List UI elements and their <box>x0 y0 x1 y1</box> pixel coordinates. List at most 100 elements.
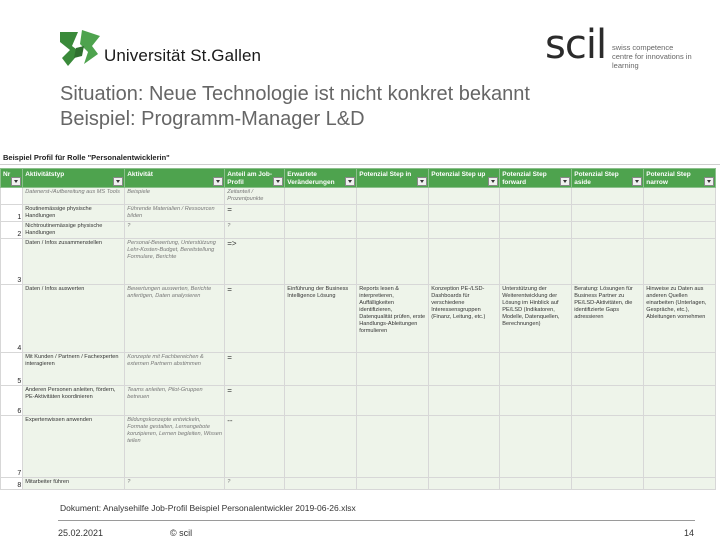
table-cell <box>356 221 430 239</box>
table-cell <box>571 187 645 205</box>
table-cell: = <box>224 284 286 353</box>
table-cell <box>284 238 358 285</box>
table-cell <box>356 187 430 205</box>
scil-tagline: swiss competence centre for innovations … <box>612 43 692 70</box>
table-row: 8 Mitarbeiter führen ? ? <box>0 477 717 490</box>
slide-title: Situation: Neue Technologie ist nicht ko… <box>60 82 530 132</box>
table-cell <box>428 221 501 239</box>
table-row: 6 Anderen Personen anleiten, fördern, PE… <box>0 385 717 416</box>
table-cell: ? <box>224 221 286 239</box>
table-row: Datenerst-/Aufbereitung aus MS Tools Bei… <box>0 187 717 205</box>
table-cell: Einführung der Business Intelligence Lös… <box>284 284 358 353</box>
table-cell <box>643 385 717 416</box>
job-profile-table: Nr Aktivitätstyp Aktivität Anteil am Job… <box>0 168 717 490</box>
table-cell <box>428 477 501 490</box>
university-name: Universität St.Gallen <box>104 46 262 65</box>
table-cell: ? <box>124 221 226 239</box>
table-cell <box>643 415 717 478</box>
column-header: Anteil am Job-Profil <box>224 168 286 188</box>
table-cell: Daten / Infos zusammenstellen <box>22 238 126 285</box>
table-cell: Beispiele <box>124 187 226 205</box>
filter-dropdown-icon[interactable] <box>488 177 499 186</box>
table-cell <box>571 221 645 239</box>
table-cell <box>356 385 430 416</box>
table-cell: Konzeption PE-/LSD-Dashboards für versch… <box>428 284 501 353</box>
table-cell: = <box>224 385 286 416</box>
column-header: Potenzial Step aside <box>571 168 645 188</box>
table-cell <box>284 187 358 205</box>
table-row: 7 Expertenwissen anwenden Bildungskonzep… <box>0 415 717 478</box>
table-cell <box>643 238 717 285</box>
table-cell: Nichtroutinemässige physische Handlungen <box>22 221 126 239</box>
column-header: Aktivität <box>124 168 226 188</box>
table-cell <box>571 477 645 490</box>
table-cell <box>643 477 717 490</box>
footer-date: 25.02.2021 <box>58 528 104 538</box>
page-number: 14 <box>684 528 695 538</box>
filter-dropdown-icon[interactable] <box>213 177 224 186</box>
table-cell: Beratung: Lösungen für Business Partner … <box>571 284 645 353</box>
column-header: Aktivitätstyp <box>22 168 126 188</box>
table-row: 2 Nichtroutinemässige physische Handlung… <box>0 221 717 239</box>
table-row: 3 Daten / Infos zusammenstellen Personal… <box>0 238 717 285</box>
table-cell: Datenerst-/Aufbereitung aus MS Tools <box>22 187 126 205</box>
table-cell: Reports lesen & interpretieren, Auffälli… <box>356 284 430 353</box>
table-cell <box>571 238 645 285</box>
table-cell: ? <box>224 477 286 490</box>
filter-dropdown-icon[interactable] <box>560 177 571 186</box>
table-cell <box>571 415 645 478</box>
table-cell <box>499 187 573 205</box>
table-cell: Unterstützung der Weiterentwicklung der … <box>499 284 573 353</box>
table-row: 1 Routinemässige physische Handlungen Fü… <box>0 204 717 222</box>
table-cell <box>428 415 501 478</box>
footer-divider <box>58 520 695 521</box>
table-cell <box>428 352 501 386</box>
table-cell <box>356 204 430 222</box>
table-cell: = <box>224 352 286 386</box>
filter-dropdown-icon[interactable] <box>11 177 22 186</box>
table-cell <box>499 204 573 222</box>
row-number: 2 <box>0 221 24 239</box>
table-cell <box>356 352 430 386</box>
table-header-row: Nr Aktivitätstyp Aktivität Anteil am Job… <box>0 168 717 188</box>
table-row: 4 Daten / Infos auswerten Bewertungen au… <box>0 284 717 353</box>
row-number: 3 <box>0 238 24 285</box>
filter-dropdown-icon[interactable] <box>704 177 715 186</box>
document-reference: Dokument: Analysehilfe Job-Profil Beispi… <box>60 503 356 513</box>
table-cell: Daten / Infos auswerten <box>22 284 126 353</box>
filter-dropdown-icon[interactable] <box>113 177 124 186</box>
table-cell <box>499 385 573 416</box>
filter-dropdown-icon[interactable] <box>632 177 643 186</box>
spreadsheet-excerpt: Beispiel Profil für Rolle "Personalentwi… <box>0 150 720 494</box>
table-cell <box>284 415 358 478</box>
table-cell <box>571 385 645 416</box>
sheet-title: Beispiel Profil für Rolle "Personalentwi… <box>3 153 170 162</box>
table-cell <box>284 352 358 386</box>
table-cell: Bewertungen auswerten, Berichte anfertig… <box>124 284 226 353</box>
university-logo <box>58 28 102 68</box>
table-row: 5 Mit Kunden / Partnern / Fachexperten i… <box>0 352 717 386</box>
table-cell: => <box>224 238 286 285</box>
table-cell: Teams anleiten, Pilot-Gruppen betreuen <box>124 385 226 416</box>
column-header: Potenzial Step up <box>428 168 501 188</box>
column-header: Potenzial Step narrow <box>643 168 717 188</box>
table-cell <box>571 352 645 386</box>
row-number: 4 <box>0 284 24 353</box>
table-cell: Bildungskonzepte entwickeln, Formate ges… <box>124 415 226 478</box>
table-cell <box>499 221 573 239</box>
table-cell <box>643 221 717 239</box>
table-cell <box>356 415 430 478</box>
table-cell <box>428 204 501 222</box>
table-cell <box>643 187 717 205</box>
table-cell <box>643 204 717 222</box>
row-number <box>0 187 24 205</box>
table-cell <box>284 385 358 416</box>
filter-dropdown-icon[interactable] <box>345 177 356 186</box>
table-cell <box>499 415 573 478</box>
table-cell <box>284 221 358 239</box>
table-cell <box>643 352 717 386</box>
table-cell: -- <box>224 415 286 478</box>
filter-dropdown-icon[interactable] <box>417 177 428 186</box>
filter-dropdown-icon[interactable] <box>273 177 284 186</box>
row-number: 6 <box>0 385 24 416</box>
